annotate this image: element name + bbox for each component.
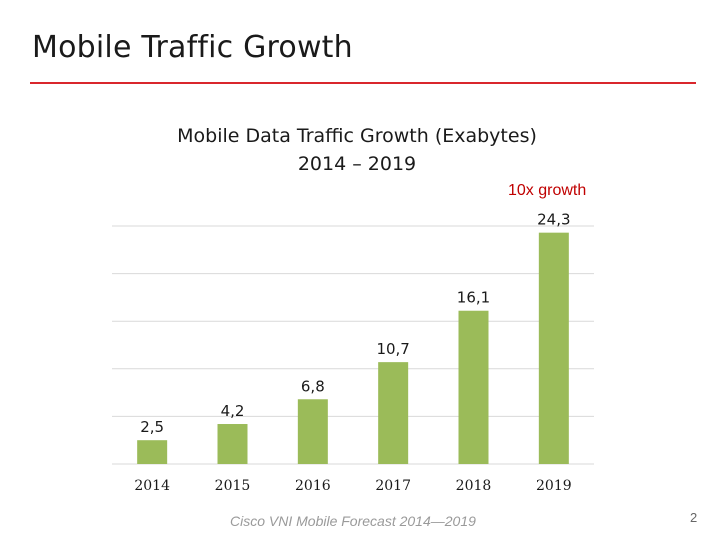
x-tick-label: 2015 <box>215 478 251 494</box>
title-divider <box>30 82 696 84</box>
x-tick-label: 2016 <box>295 478 331 494</box>
data-label: 6,8 <box>301 377 325 395</box>
x-tick-label: 2014 <box>134 478 170 494</box>
bar <box>538 232 569 464</box>
data-label: 24,3 <box>537 211 570 229</box>
page-number: 2 <box>690 510 698 525</box>
bar <box>378 362 409 464</box>
bar <box>217 424 248 464</box>
slide-title: Mobile Traffic Growth <box>32 30 353 65</box>
source-note: Cisco VNI Mobile Forecast 2014—2019 <box>230 513 476 529</box>
chart-subtitle: 2014 – 2019 <box>297 153 417 175</box>
growth-annotation: 10x growth <box>508 182 587 199</box>
bar <box>297 399 328 464</box>
data-label: 4,2 <box>221 402 245 420</box>
chart-title: Mobile Data Traffic Growth (Exabytes) <box>177 125 537 147</box>
data-label: 10,7 <box>376 340 409 358</box>
x-tick-label: 2019 <box>536 478 572 494</box>
bar <box>458 310 489 464</box>
bar <box>137 440 168 464</box>
data-label: 2,5 <box>140 418 164 436</box>
x-tick-label: 2018 <box>456 478 492 494</box>
x-tick-label: 2017 <box>375 478 411 494</box>
data-label: 16,1 <box>457 289 490 307</box>
